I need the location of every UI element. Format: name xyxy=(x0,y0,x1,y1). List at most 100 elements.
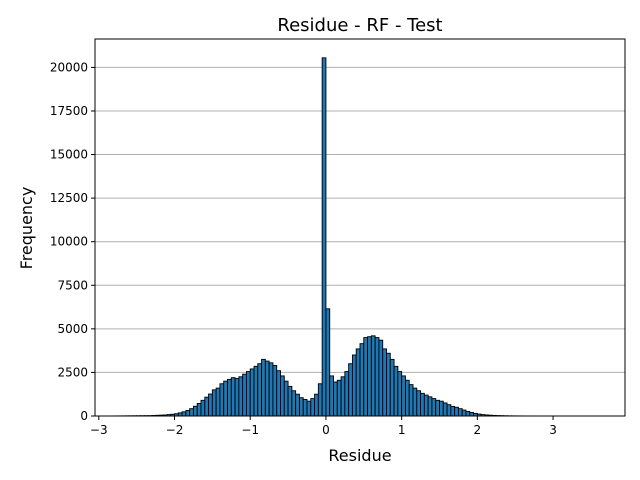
histogram-bar xyxy=(461,409,467,417)
histogram-bar xyxy=(181,411,187,417)
histogram-bar xyxy=(378,339,384,417)
histogram-bar xyxy=(344,371,350,417)
histogram-bar xyxy=(397,371,403,417)
histogram-bar xyxy=(325,308,331,417)
histogram-bar xyxy=(219,383,225,417)
histogram-bar xyxy=(298,397,304,417)
histogram-bar xyxy=(427,396,433,417)
histogram-bar xyxy=(386,352,391,417)
histogram-bar xyxy=(204,396,210,417)
histogram-bar xyxy=(374,337,380,417)
histogram-bar xyxy=(329,375,334,417)
histogram-bar xyxy=(230,377,236,417)
histogram-bar xyxy=(431,398,437,417)
histogram-bar xyxy=(317,383,323,417)
histogram-bar xyxy=(336,379,342,417)
histogram-bar xyxy=(321,57,327,417)
histogram-bar xyxy=(272,365,278,417)
y-tick-label: 10000 xyxy=(50,235,88,249)
histogram-bar xyxy=(245,371,251,417)
x-tick-label: 3 xyxy=(549,423,557,437)
histogram-bar xyxy=(283,380,289,417)
histogram-bar xyxy=(314,393,319,417)
y-axis-title: Frequency xyxy=(17,187,36,270)
histogram-bar xyxy=(215,387,221,417)
histogram-bar xyxy=(227,378,232,417)
histogram-bar xyxy=(412,387,418,417)
y-gridlines xyxy=(95,66,625,373)
histogram-bar xyxy=(261,358,266,417)
histogram-bar xyxy=(389,358,395,417)
histogram-bar xyxy=(435,399,440,417)
chart-title: Residue - RF - Test xyxy=(277,15,442,36)
histogram-bar xyxy=(370,335,376,417)
x-axis-ticks: −3 −2 −1 0 1 2 3 xyxy=(90,416,557,437)
histogram-bar xyxy=(423,394,429,417)
histogram-bar xyxy=(359,343,365,417)
y-tick-label: 5000 xyxy=(57,322,88,336)
histogram-bar xyxy=(469,412,475,417)
histogram-bar xyxy=(446,404,452,417)
histogram-bar xyxy=(367,336,372,417)
y-tick-label: 2500 xyxy=(57,365,88,379)
histogram-bar xyxy=(302,398,308,417)
histogram-bar xyxy=(291,390,297,417)
histogram-bar xyxy=(192,405,198,417)
histogram-bar xyxy=(242,373,247,417)
histogram-bar xyxy=(465,411,471,417)
plot-frame xyxy=(94,38,626,417)
histogram-bar xyxy=(268,362,274,417)
histogram-bar xyxy=(439,400,444,417)
histogram-bar xyxy=(393,365,399,417)
histogram-bar xyxy=(257,363,263,417)
histogram-bar xyxy=(185,409,191,417)
histogram-bar xyxy=(295,393,300,417)
histogram-bar xyxy=(249,368,255,417)
y-tick-label: 15000 xyxy=(50,148,88,162)
x-tick-label: 1 xyxy=(398,423,406,437)
x-tick-label: −2 xyxy=(166,423,184,437)
y-tick-label: 7500 xyxy=(57,278,88,292)
histogram-bar xyxy=(348,363,353,417)
histogram-bar xyxy=(363,337,369,417)
histogram-bar xyxy=(223,380,228,417)
y-tick-label: 12500 xyxy=(50,191,88,205)
histogram-bar xyxy=(196,403,202,417)
histogram-bar xyxy=(238,376,244,417)
histogram-bar xyxy=(420,392,425,417)
histogram-bar xyxy=(416,390,422,417)
histogram-bar xyxy=(200,399,206,417)
histogram-bar xyxy=(454,406,459,417)
histogram-bar xyxy=(264,360,270,417)
histogram-bar xyxy=(408,384,414,417)
y-tick-label: 0 xyxy=(80,409,88,423)
y-axis-ticks: 0 2500 5000 7500 10000 12500 15000 17500 20000 xyxy=(50,60,95,423)
y-tick-label: 17500 xyxy=(50,104,88,118)
histogram-bar xyxy=(310,398,316,417)
histogram-bar xyxy=(333,381,338,417)
y-tick-label: 20000 xyxy=(50,60,88,74)
histogram-bar xyxy=(404,379,410,417)
histogram-bar xyxy=(280,375,285,417)
histogram-bar xyxy=(351,354,357,417)
histogram-bar xyxy=(208,393,213,417)
histogram-bar xyxy=(306,400,312,417)
x-tick-label: −1 xyxy=(241,423,259,437)
histogram-bar xyxy=(340,376,346,417)
x-tick-label: 0 xyxy=(322,423,330,437)
histogram-bar xyxy=(382,348,387,417)
histogram-bar xyxy=(355,348,361,417)
x-axis-title: Residue xyxy=(328,446,391,465)
histogram-bar xyxy=(450,405,456,417)
histogram-bar xyxy=(234,378,240,417)
x-tick-label: −3 xyxy=(90,423,108,437)
histogram-bar xyxy=(401,375,406,417)
histogram-bar xyxy=(457,408,463,417)
x-tick-label: 2 xyxy=(474,423,482,437)
histogram-bar xyxy=(189,408,194,417)
histogram-bar xyxy=(253,365,259,417)
histogram-bar xyxy=(442,402,448,417)
histogram-bar xyxy=(287,385,293,417)
histogram-bar xyxy=(276,370,281,417)
